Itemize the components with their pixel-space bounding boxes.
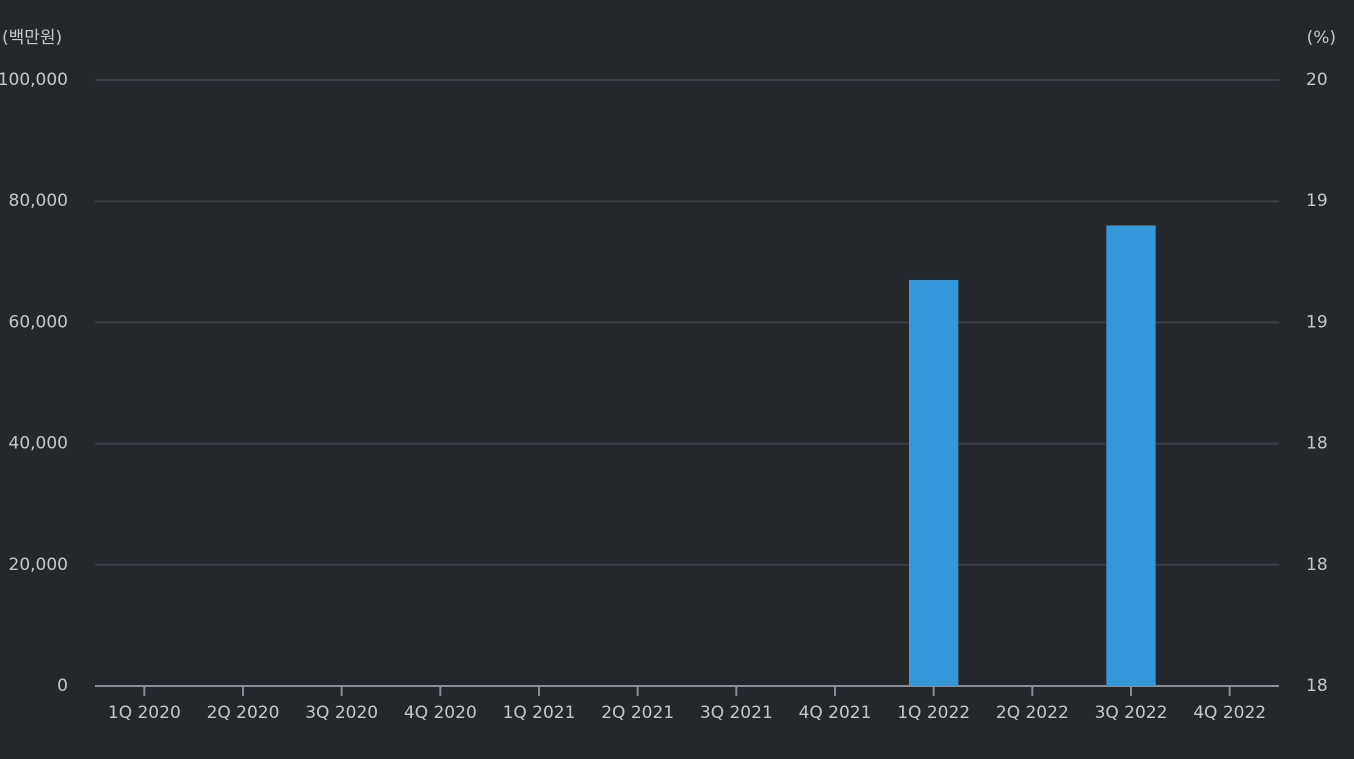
y-tick-label: 20,000 xyxy=(9,555,68,575)
y2-tick-label: 19 xyxy=(1306,312,1328,332)
x-tick-label: 2Q 2020 xyxy=(207,703,280,723)
x-tick-label: 2Q 2021 xyxy=(601,703,674,723)
bar xyxy=(909,279,959,686)
x-tick-label: 4Q 2022 xyxy=(1193,703,1266,723)
x-tick-label: 2Q 2022 xyxy=(996,703,1069,723)
x-tick-label: 4Q 2020 xyxy=(404,703,477,723)
y-tick-label: 60,000 xyxy=(9,312,68,332)
y2-tick-label: 19 xyxy=(1306,191,1328,211)
x-tick-label: 3Q 2020 xyxy=(305,703,378,723)
x-tick-label: 1Q 2020 xyxy=(108,703,181,723)
y-axis-unit: (백만원) xyxy=(2,28,62,48)
y2-axis-unit: (%) xyxy=(1307,28,1336,48)
y2-tick-label: 18 xyxy=(1306,434,1328,454)
y2-tick-label: 20 xyxy=(1306,70,1328,90)
x-tick-label: 4Q 2021 xyxy=(799,703,872,723)
bar xyxy=(1106,225,1156,686)
y-tick-label: 0 xyxy=(57,676,68,696)
x-tick-label: 1Q 2021 xyxy=(503,703,576,723)
x-tick-label: 1Q 2022 xyxy=(897,703,970,723)
y2-tick-label: 18 xyxy=(1306,676,1328,696)
y-tick-label: 40,000 xyxy=(9,434,68,454)
x-tick-label: 3Q 2021 xyxy=(700,703,773,723)
y2-tick-label: 18 xyxy=(1306,555,1328,575)
y-tick-label: 100,000 xyxy=(0,70,68,90)
x-tick-label: 3Q 2022 xyxy=(1095,703,1168,723)
y-tick-label: 80,000 xyxy=(9,191,68,211)
